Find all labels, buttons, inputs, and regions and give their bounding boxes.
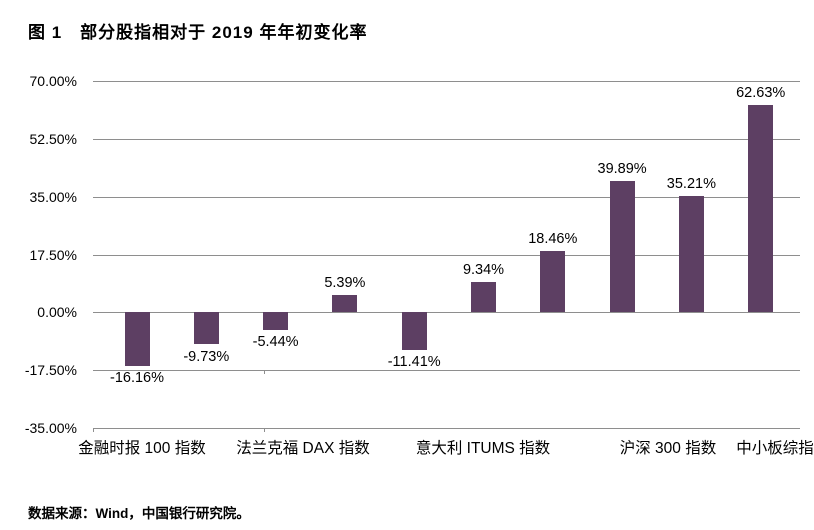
y-axis-tick-label: 70.00% [29, 73, 77, 89]
data-source-note: 数据来源：Wind，中国银行研究院。 [28, 506, 250, 521]
x-axis-category-label: 法兰克福 DAX 指数 [236, 440, 370, 457]
x-axis-category-label: 金融时报 100 指数 [78, 440, 206, 457]
bar-value-label: 35.21% [666, 176, 716, 192]
gridline [93, 138, 800, 140]
category-axis-tick [264, 370, 265, 375]
x-axis-category-label: 中小板综指 [736, 440, 814, 457]
y-axis-tick-label: 35.00% [29, 188, 77, 205]
bar [332, 294, 358, 313]
gridline [93, 370, 800, 372]
bar [748, 105, 774, 313]
bar [678, 196, 704, 313]
y-axis-tick-label: -35.00% [24, 420, 77, 436]
gridline [93, 254, 800, 256]
bar-value-label: -5.44% [252, 334, 299, 351]
bar [401, 312, 427, 350]
y-axis-tick-label: -17.50% [24, 362, 77, 379]
bar [193, 312, 219, 345]
x-axis-category-label: 意大利 ITUMS 指数 [415, 440, 551, 457]
category-axis-tick [264, 428, 265, 432]
x-axis-category-label: 沪深 300 指数 [619, 440, 717, 457]
y-axis-tick-label: 0.00% [37, 304, 77, 321]
bar-value-label: 9.34% [462, 261, 505, 278]
bar [540, 251, 566, 313]
bar [263, 312, 289, 331]
category-axis-tick [93, 428, 94, 432]
gridline [93, 312, 800, 314]
y-axis-tick-label: 52.50% [29, 130, 77, 147]
y-axis-tick-label: 17.50% [29, 246, 77, 263]
bar-value-label: -9.73% [183, 348, 230, 365]
chart-title: 图 1 部分股指相对于 2019 年年初变化率 [28, 23, 368, 42]
gridline [93, 81, 800, 82]
bar-value-label: 62.63% [736, 85, 786, 102]
bar [124, 312, 150, 366]
gridline [93, 428, 800, 429]
bar-value-label: -11.41% [387, 354, 441, 370]
bar-value-label: 5.39% [324, 274, 366, 291]
bar [471, 281, 496, 313]
bar [609, 180, 635, 313]
bar-value-label: -16.16% [109, 369, 164, 386]
gridline [93, 196, 800, 198]
bar-value-label: 39.89% [597, 160, 647, 177]
bar-value-label: 18.46% [528, 231, 578, 248]
